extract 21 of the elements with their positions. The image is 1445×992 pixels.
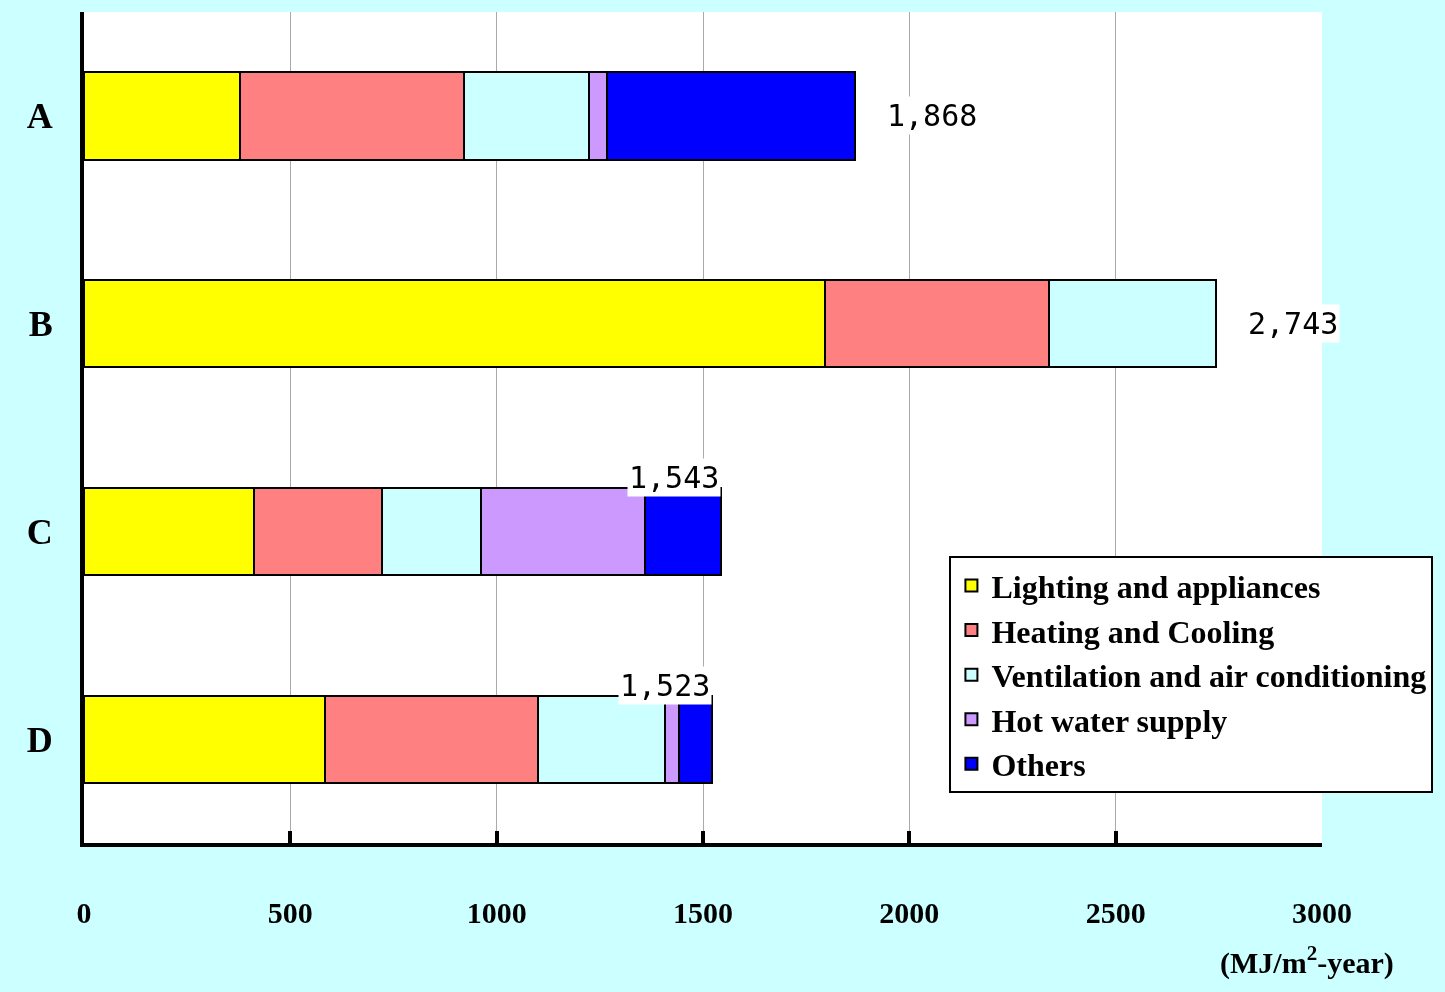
y-tick-label: D (26, 719, 53, 760)
y-tick-label: A (26, 96, 53, 137)
total-label: 2,743 (1248, 306, 1339, 341)
legend-label: Hot water supply (991, 702, 1228, 739)
x-axis-title: (MJ/m$^{2}$-year) (1220, 941, 1394, 980)
x-tick-label: 1000 (466, 896, 527, 929)
x-tick-label: 2500 (1085, 896, 1146, 929)
legend-label: Ventilation and air conditioning (991, 658, 1427, 695)
total-label: 1,523 (620, 668, 711, 703)
x-tick-label: 1500 (673, 896, 733, 929)
x-tick-label: 0 (76, 896, 92, 929)
legend-label: Lighting and appliances (991, 568, 1321, 605)
legend-label: Heating and Cooling (991, 613, 1275, 650)
x-tick-label: 3000 (1292, 896, 1352, 929)
total-label: 1,868 (887, 98, 978, 133)
y-tick-label: C (26, 511, 53, 552)
total-label: 1,543 (629, 460, 720, 495)
legend-label: Others (991, 747, 1086, 784)
x-tick-label: 2000 (879, 896, 940, 929)
y-tick-label: B (28, 304, 53, 345)
x-tick-label: 500 (267, 896, 313, 929)
